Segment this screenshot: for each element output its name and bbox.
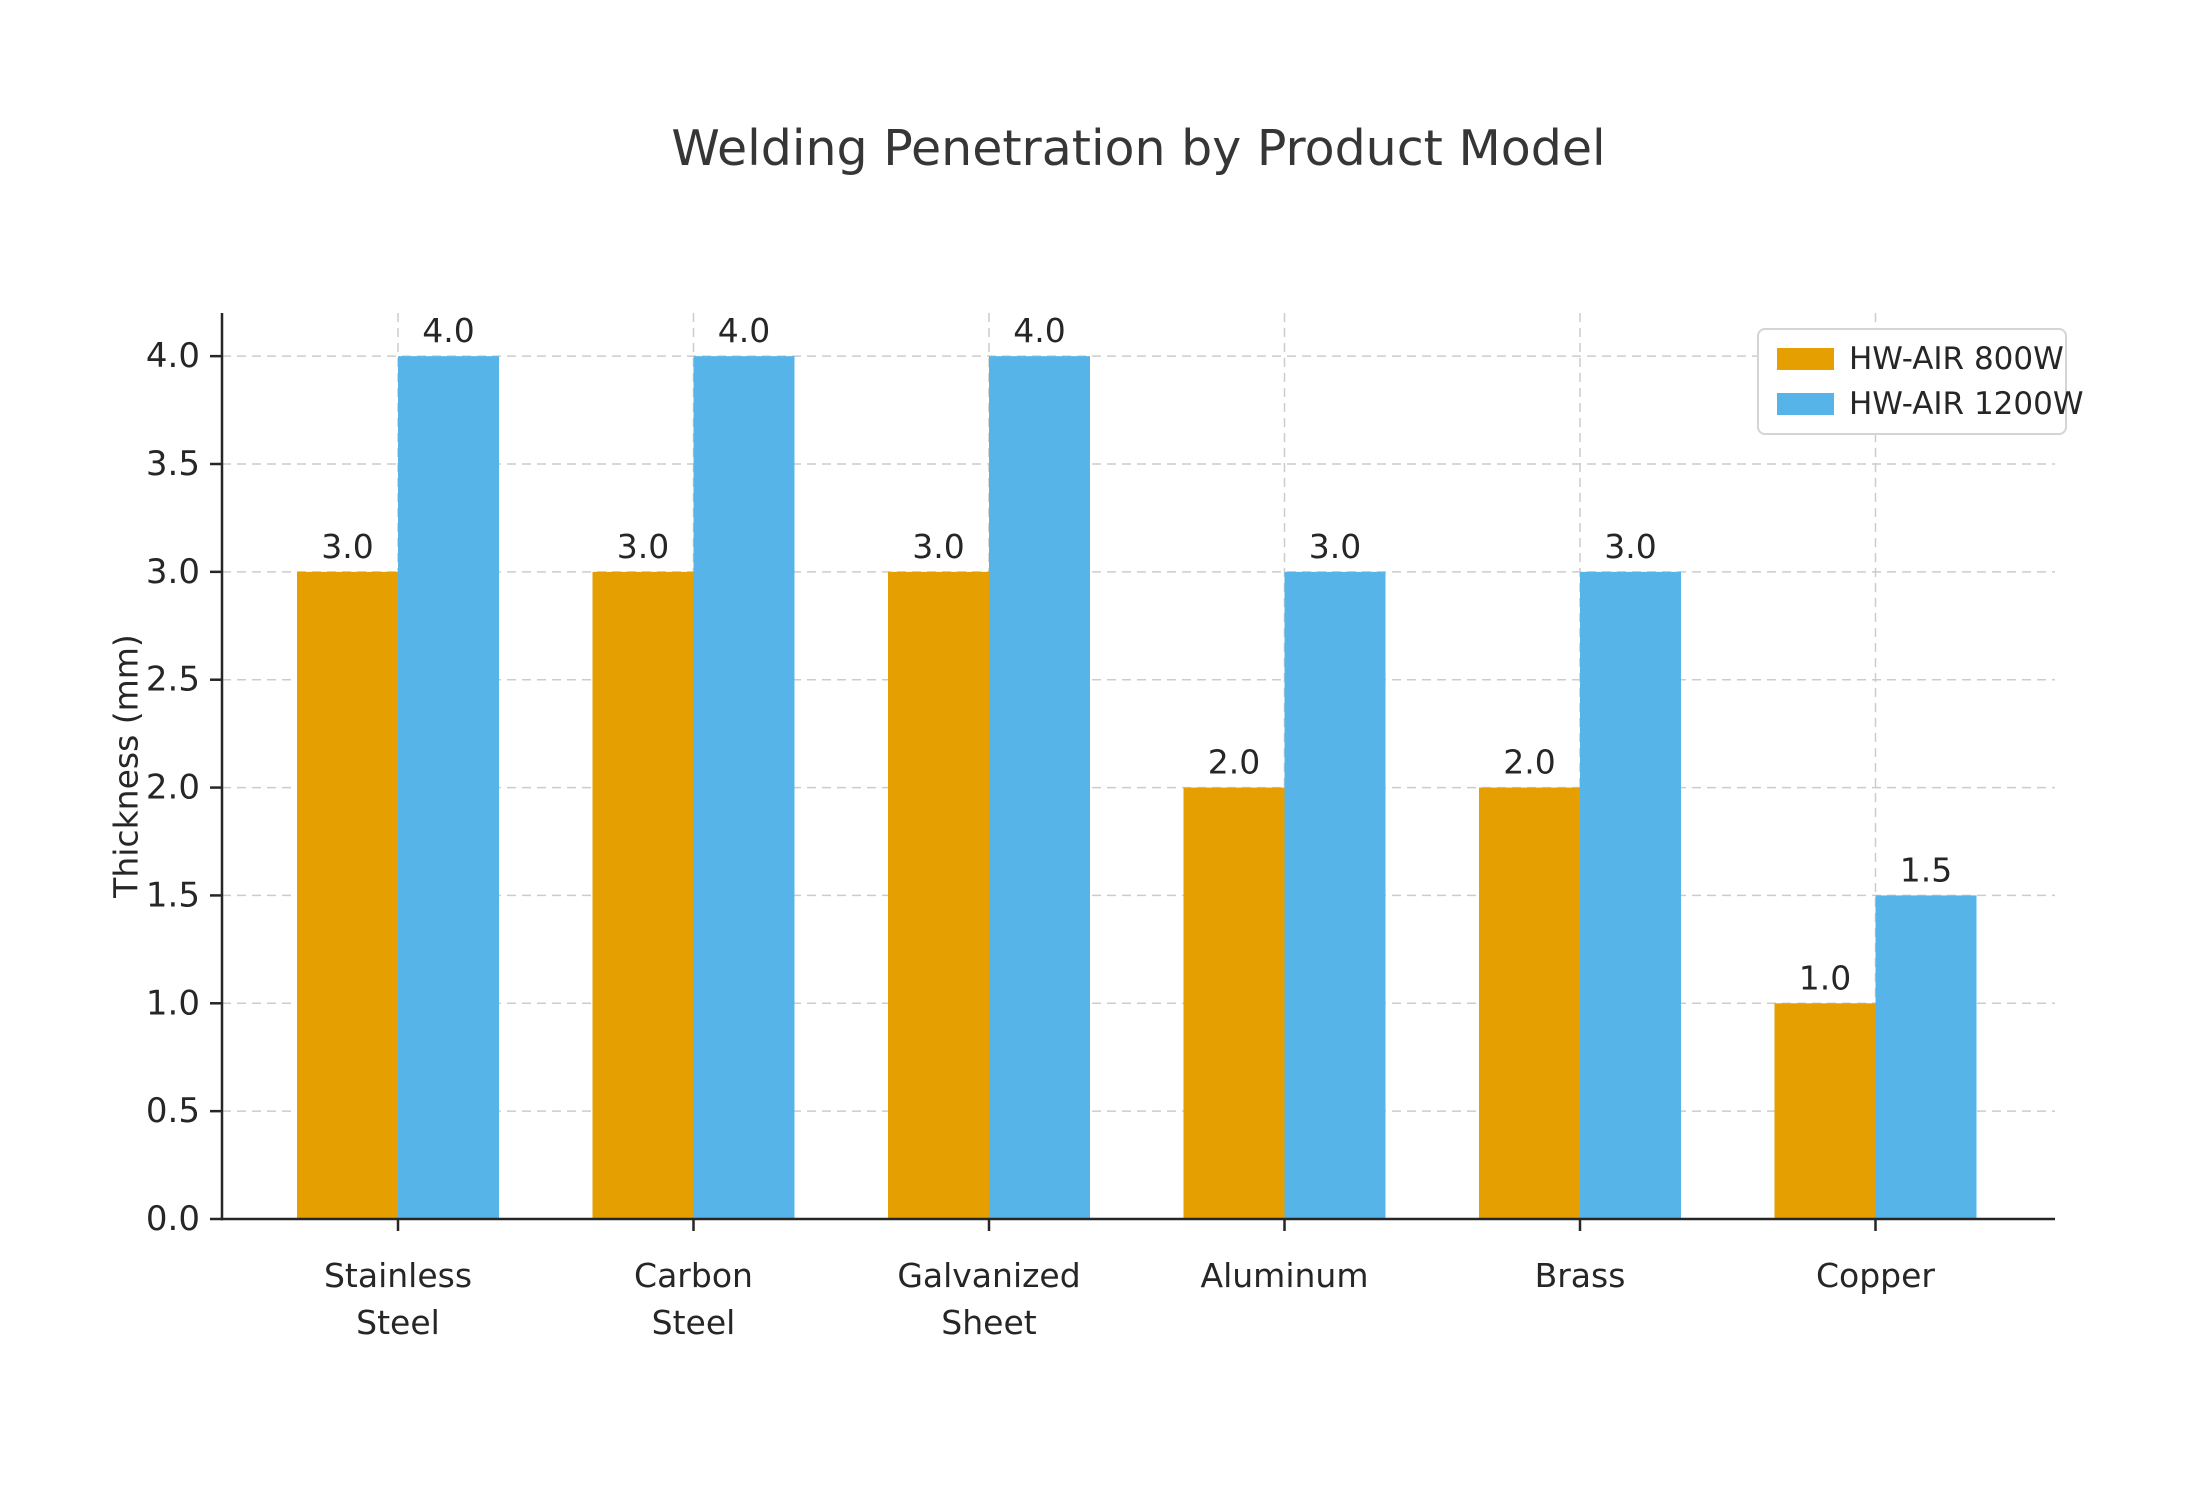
legend: HW-AIR 800W HW-AIR 1200W	[1757, 328, 2084, 435]
x-tick-label: Brass	[1535, 1256, 1626, 1295]
bar-hw-air-800w	[1774, 1003, 1876, 1219]
x-tick-label: Copper	[1816, 1256, 1935, 1295]
x-tick-label: Aluminum	[1201, 1256, 1369, 1295]
legend-item-1200w: HW-AIR 1200W	[1777, 386, 2084, 422]
legend-swatch-800w-icon	[1777, 348, 1834, 370]
value-label: 3.0	[1604, 527, 1656, 566]
y-tick-label: 3.5	[146, 444, 200, 484]
bar-hw-air-1200w	[1875, 895, 1977, 1219]
value-label: 3.0	[617, 527, 669, 566]
y-tick-label: 0.0	[146, 1199, 200, 1239]
bar-hw-air-1200w	[989, 356, 1090, 1220]
value-label: 2.0	[1503, 743, 1555, 782]
x-tick-label: Galvanized Sheet	[897, 1256, 1080, 1342]
legend-label-800w: HW-AIR 800W	[1849, 341, 2064, 377]
bar-hw-air-1200w	[1580, 571, 1681, 1219]
y-tick-label: 2.0	[146, 768, 200, 808]
y-tick-label: 0.5	[146, 1091, 200, 1131]
bar-hw-air-1200w	[693, 356, 795, 1220]
chart-title: Welding Penetration by Product Model	[671, 120, 1606, 177]
bar-hw-air-800w	[1183, 787, 1285, 1219]
value-label: 4.0	[718, 311, 770, 350]
legend-swatch-1200w-icon	[1777, 393, 1834, 415]
bar-hw-air-800w	[592, 571, 694, 1219]
x-tick-label: Carbon Steel	[634, 1256, 753, 1342]
bar-hw-air-800w	[888, 571, 989, 1219]
bar-hw-air-1200w	[1284, 571, 1386, 1219]
y-tick-label: 1.0	[146, 983, 200, 1023]
value-label: 1.0	[1799, 958, 1851, 997]
y-tick-label: 1.5	[146, 875, 200, 915]
value-label: 3.0	[321, 527, 373, 566]
bar-hw-air-800w	[1479, 787, 1580, 1219]
bar-hw-air-1200w	[398, 356, 499, 1220]
y-tick-label: 4.0	[146, 336, 200, 376]
bar-hw-air-800w	[297, 571, 398, 1219]
legend-item-800w: HW-AIR 800W	[1777, 341, 2064, 377]
y-tick-label: 3.0	[146, 552, 200, 592]
value-label: 2.0	[1208, 743, 1260, 782]
legend-label-1200w: HW-AIR 1200W	[1849, 386, 2084, 422]
value-label: 1.5	[1900, 850, 1952, 889]
value-label: 4.0	[1013, 311, 1065, 350]
x-tick-label: Stainless Steel	[324, 1256, 472, 1342]
value-label: 3.0	[1309, 527, 1361, 566]
y-tick-label: 2.5	[146, 660, 200, 700]
value-label: 3.0	[912, 527, 964, 566]
value-label: 4.0	[422, 311, 474, 350]
